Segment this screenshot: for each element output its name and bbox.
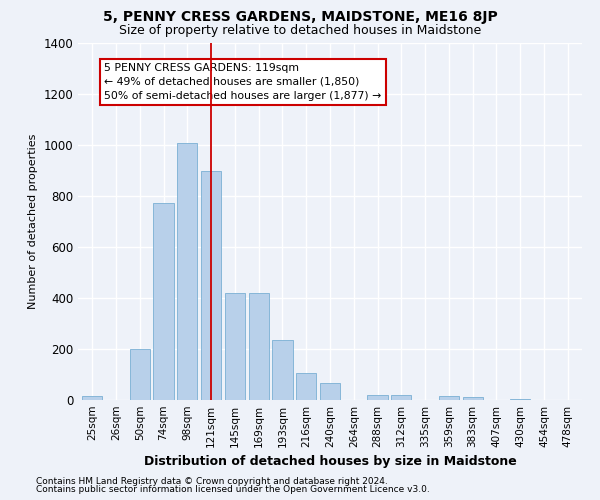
Text: Contains public sector information licensed under the Open Government Licence v3: Contains public sector information licen… — [36, 485, 430, 494]
Text: 5, PENNY CRESS GARDENS, MAIDSTONE, ME16 8JP: 5, PENNY CRESS GARDENS, MAIDSTONE, ME16 … — [103, 10, 497, 24]
Bar — [272, 340, 293, 400]
Bar — [201, 172, 221, 400]
X-axis label: Distribution of detached houses by size in Maidstone: Distribution of detached houses by size … — [143, 456, 517, 468]
Bar — [463, 398, 483, 400]
Text: Contains HM Land Registry data © Crown copyright and database right 2024.: Contains HM Land Registry data © Crown c… — [36, 477, 388, 486]
Bar — [296, 373, 316, 400]
Bar — [510, 398, 530, 400]
Bar — [367, 395, 388, 400]
Bar — [391, 395, 412, 400]
Bar — [130, 349, 150, 400]
Bar — [154, 204, 173, 400]
Y-axis label: Number of detached properties: Number of detached properties — [28, 134, 38, 309]
Bar — [177, 144, 197, 400]
Bar — [225, 293, 245, 400]
Bar — [439, 396, 459, 400]
Bar — [82, 396, 103, 400]
Bar — [248, 293, 269, 400]
Text: Size of property relative to detached houses in Maidstone: Size of property relative to detached ho… — [119, 24, 481, 37]
Bar — [320, 384, 340, 400]
Text: 5 PENNY CRESS GARDENS: 119sqm
← 49% of detached houses are smaller (1,850)
50% o: 5 PENNY CRESS GARDENS: 119sqm ← 49% of d… — [104, 63, 382, 101]
